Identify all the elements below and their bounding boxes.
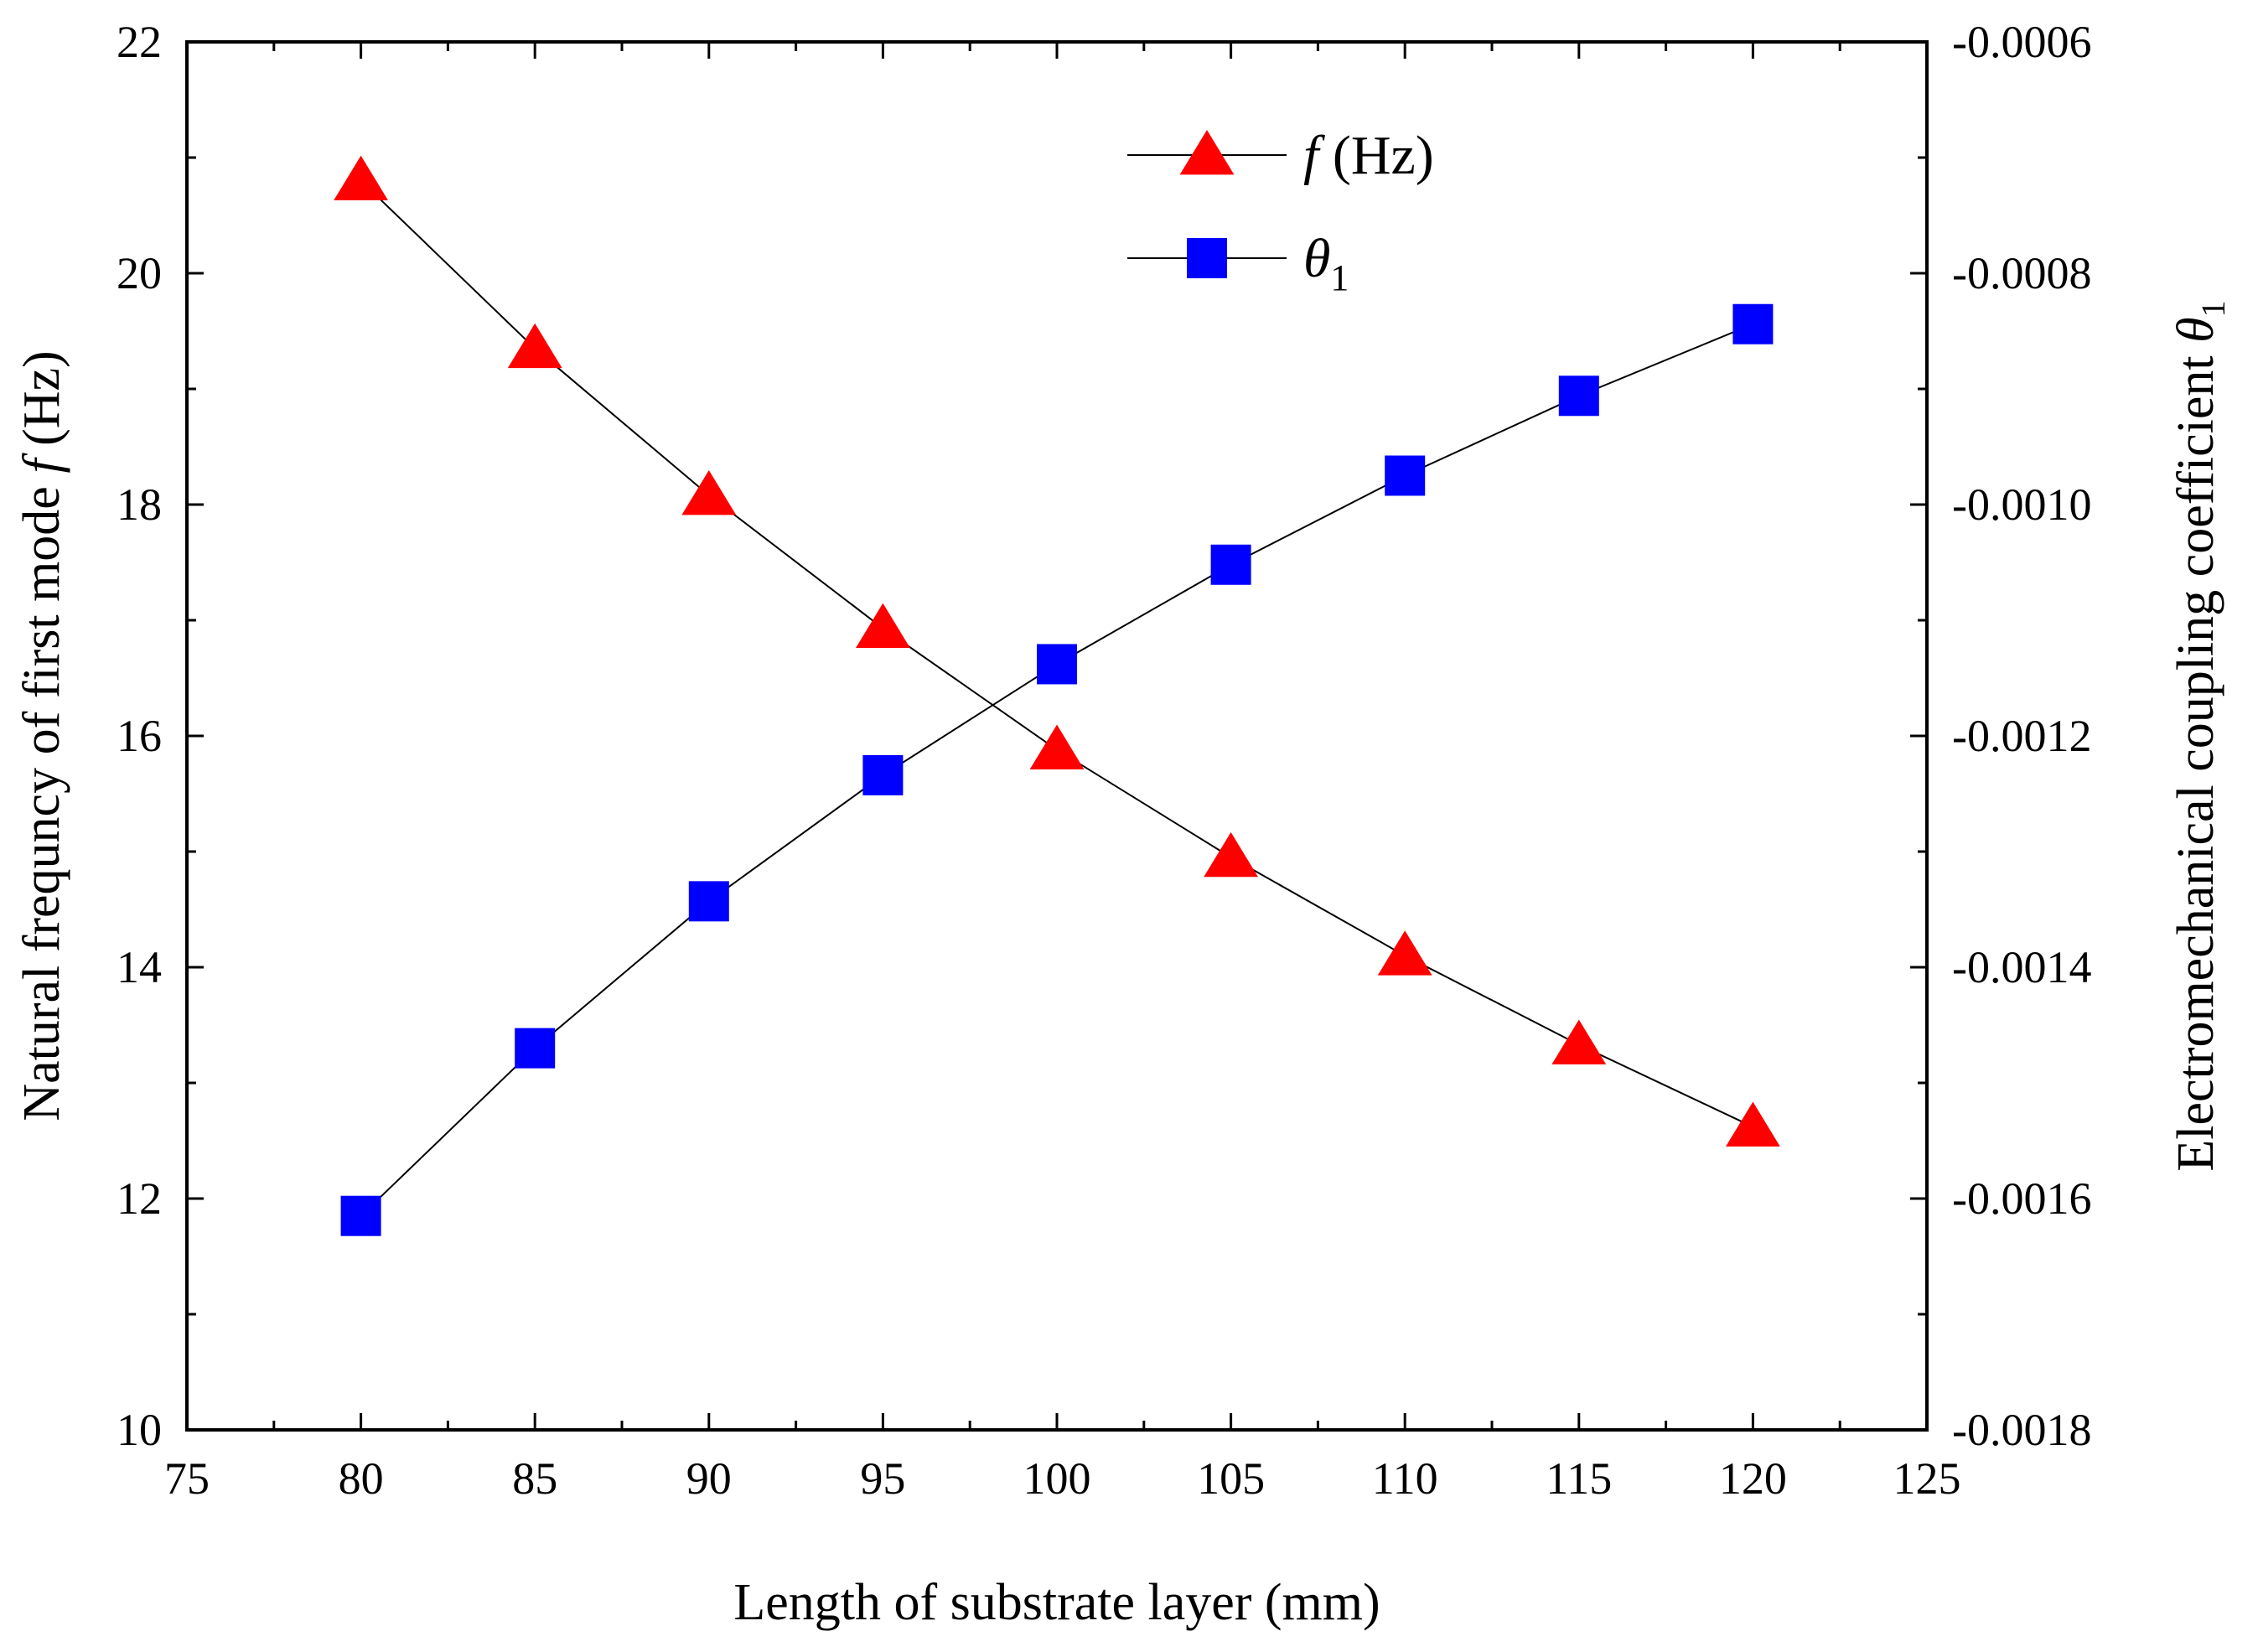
y-right-title-symbol: θ — [2167, 317, 2224, 342]
f-data-point — [1726, 1101, 1780, 1147]
y-left-tick-label: 20 — [117, 248, 162, 298]
x-tick-label: 125 — [1893, 1453, 1961, 1504]
y-left-tick-label: 16 — [117, 711, 162, 761]
y-axis-left-title: Natural frequncy of first mode f (Hz) — [13, 350, 70, 1121]
x-tick-label: 90 — [686, 1453, 732, 1504]
y-right-tick-label: -0.0014 — [1952, 942, 2091, 992]
f-data-point — [1377, 930, 1432, 976]
x-tick-label: 75 — [164, 1453, 210, 1504]
y-left-tick-label: 10 — [117, 1405, 162, 1455]
theta-data-point — [1037, 644, 1077, 685]
theta-data-point — [1385, 455, 1426, 496]
legend: f (Hz) θ1 — [1127, 125, 1434, 298]
theta-series-line — [360, 323, 1753, 1217]
y-left-title-suffix: (Hz) — [13, 350, 70, 458]
y-left-title-prefix: Natural frequncy of first mode — [13, 474, 70, 1121]
y-left-tick-label: 22 — [117, 17, 162, 67]
f-data-point — [856, 603, 910, 649]
x-tick-label: 100 — [1023, 1453, 1091, 1504]
x-tick-label: 95 — [860, 1453, 905, 1504]
f-data-point — [334, 155, 388, 200]
y-left-tick-label: 12 — [117, 1173, 162, 1224]
f-data-point — [1204, 831, 1258, 878]
legend-entry-theta: θ1 — [1127, 228, 1349, 298]
legend-label-f: f (Hz) — [1303, 125, 1434, 186]
ticks-layer: 75 80 85 90 95 100 105 110 115 120 125 10 12 14 16 18 20… — [117, 17, 2091, 1504]
f-data-point — [1029, 724, 1085, 769]
theta-data-point — [1558, 375, 1599, 417]
legend-label-theta: θ1 — [1303, 228, 1349, 298]
y-right-tick-label: -0.0016 — [1952, 1173, 2091, 1224]
theta-data-point — [1210, 544, 1251, 585]
legend-f-suffix: (Hz) — [1318, 125, 1433, 186]
theta-data-point — [340, 1195, 381, 1236]
legend-entry-f: f (Hz) — [1127, 125, 1434, 186]
y-right-tick-label: -0.0018 — [1952, 1405, 2091, 1455]
legend-square-marker — [1187, 238, 1227, 278]
x-tick-label: 115 — [1546, 1453, 1612, 1504]
f-data-point — [1551, 1019, 1607, 1064]
y-right-tick-label: -0.0012 — [1952, 711, 2091, 761]
y-right-tick-label: -0.0006 — [1952, 17, 2091, 67]
theta-data-point — [688, 881, 729, 922]
legend-triangle-marker — [1179, 130, 1235, 175]
x-tick-label: 110 — [1372, 1453, 1438, 1504]
y-axis-right-title: Electromechanical coupling coefficient θ… — [2167, 300, 2232, 1171]
lines-layer — [360, 179, 1753, 1217]
x-tick-label: 105 — [1197, 1453, 1265, 1504]
y-right-tick-label: -0.0008 — [1952, 248, 2091, 298]
plot-frame — [185, 40, 1929, 1432]
theta-data-point — [862, 754, 904, 795]
legend-theta-symbol: θ — [1303, 228, 1330, 289]
f-data-point — [681, 469, 737, 515]
x-tick-label: 80 — [339, 1453, 384, 1504]
x-axis-title: Length of substrate layer (mm) — [733, 1574, 1380, 1631]
theta-data-point — [1732, 303, 1774, 344]
y-right-tick-label: -0.0010 — [1952, 479, 2091, 530]
y-right-title-subscript: 1 — [2194, 300, 2232, 317]
x-tick-label: 120 — [1719, 1453, 1787, 1504]
y-left-tick-label: 18 — [117, 479, 162, 530]
y-left-tick-label: 14 — [117, 942, 162, 992]
x-tick-label: 85 — [512, 1453, 557, 1504]
legend-theta-subscript: 1 — [1330, 257, 1349, 298]
markers-layer — [334, 155, 1780, 1236]
y-right-title-prefix: Electromechanical coupling coefficient — [2167, 343, 2224, 1172]
f-data-point — [507, 323, 562, 369]
theta-data-point — [515, 1028, 556, 1069]
